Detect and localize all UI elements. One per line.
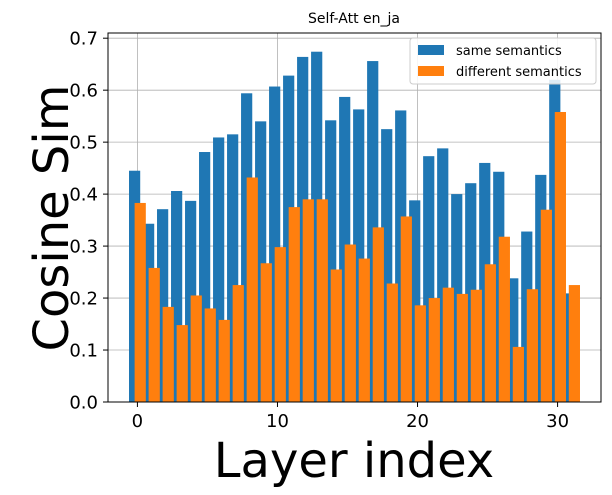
bar-series-1 — [381, 129, 393, 402]
bar-series-2 — [372, 227, 384, 402]
y-tick-label: 0.3 — [69, 237, 98, 258]
bar-series-1 — [199, 152, 211, 402]
bar-series-2 — [358, 258, 370, 402]
bar-series-1 — [507, 278, 519, 402]
legend-swatch — [418, 66, 444, 76]
legend-label: same semantics — [456, 44, 562, 59]
bar-series-2 — [176, 325, 188, 402]
bar-series-2 — [386, 283, 398, 402]
y-axis-label: Cosine Sim — [24, 85, 80, 352]
y-axis: 0.0 0.1 0.2 0.3 0.4 0.5 0.6 0.7 — [69, 29, 108, 414]
y-tick-label: 0.4 — [69, 185, 98, 206]
bar-series-1 — [269, 86, 281, 403]
bar-series-2 — [260, 263, 272, 402]
y-tick-label: 0.5 — [69, 133, 98, 154]
bar-series-2 — [526, 289, 538, 402]
y-tick-label: 0.7 — [69, 29, 98, 50]
bar-series-2 — [568, 285, 580, 402]
bar-series-2 — [330, 269, 342, 402]
x-axis-label: Layer index — [214, 433, 494, 489]
legend-box — [409, 37, 597, 85]
bar-series-2 — [512, 346, 524, 402]
x-axis: 0 10 20 30 — [132, 402, 569, 432]
bar-series-2 — [344, 244, 356, 402]
bar-series-2 — [456, 293, 468, 402]
y-tick-label: 0.1 — [69, 341, 98, 362]
bar-series-1 — [213, 137, 225, 402]
bar-series-2 — [316, 199, 328, 402]
y-tick-label: 0.0 — [69, 393, 98, 414]
bar-series-2 — [274, 247, 286, 402]
bar-series-2 — [232, 285, 244, 402]
bar-series-2 — [302, 199, 314, 402]
bar-series-1 — [297, 56, 309, 402]
y-tick-label: 0.6 — [69, 81, 98, 102]
bar-series-2 — [218, 319, 230, 402]
bar-series-1 — [409, 200, 421, 402]
plot-frame — [107, 32, 602, 403]
bar-series-2 — [554, 111, 566, 402]
bar-series-1 — [283, 75, 295, 402]
x-tick-label: 10 — [266, 411, 289, 432]
x-tick-label: 20 — [406, 411, 429, 432]
bar-series-1 — [451, 194, 463, 402]
bar-series-2 — [134, 202, 146, 402]
bar-series-1 — [171, 190, 183, 402]
bar-series-2 — [414, 305, 426, 402]
bar-series-2 — [288, 207, 300, 402]
y-tick-label: 0.2 — [69, 289, 98, 310]
bar-series-1 — [185, 200, 197, 402]
bar-series-2 — [246, 177, 258, 402]
bar-series-2 — [470, 289, 482, 402]
bar-series-2 — [498, 236, 510, 402]
bar-series-1 — [423, 156, 435, 402]
bar-series-1 — [157, 209, 169, 402]
bar-series-1 — [353, 109, 365, 402]
bar-series-1 — [563, 293, 575, 402]
bar-series-2 — [190, 295, 202, 402]
bar-series-1 — [227, 134, 239, 402]
bar-series-2 — [400, 216, 412, 402]
bar-series-2 — [484, 264, 496, 402]
bar-series-2 — [540, 209, 552, 402]
bar-series-2 — [204, 308, 216, 402]
bar-series-2 — [148, 267, 160, 402]
bar-series-1 — [437, 148, 449, 402]
bar-series-1 — [535, 174, 547, 402]
chart-title: Self-Att en_ja — [308, 11, 400, 27]
legend-swatch — [418, 45, 444, 55]
bar-series-2 — [442, 287, 454, 402]
x-tick-label: 0 — [132, 411, 143, 432]
bar-series-2 — [428, 298, 440, 402]
bar-series-1 — [255, 121, 267, 402]
bar-series-1 — [325, 120, 337, 402]
legend: same semantics different semantics — [409, 37, 597, 85]
bars — [129, 51, 580, 403]
x-tick-label: 30 — [546, 411, 569, 432]
bar-series-2 — [162, 306, 174, 402]
legend-label: different semantics — [456, 65, 582, 80]
